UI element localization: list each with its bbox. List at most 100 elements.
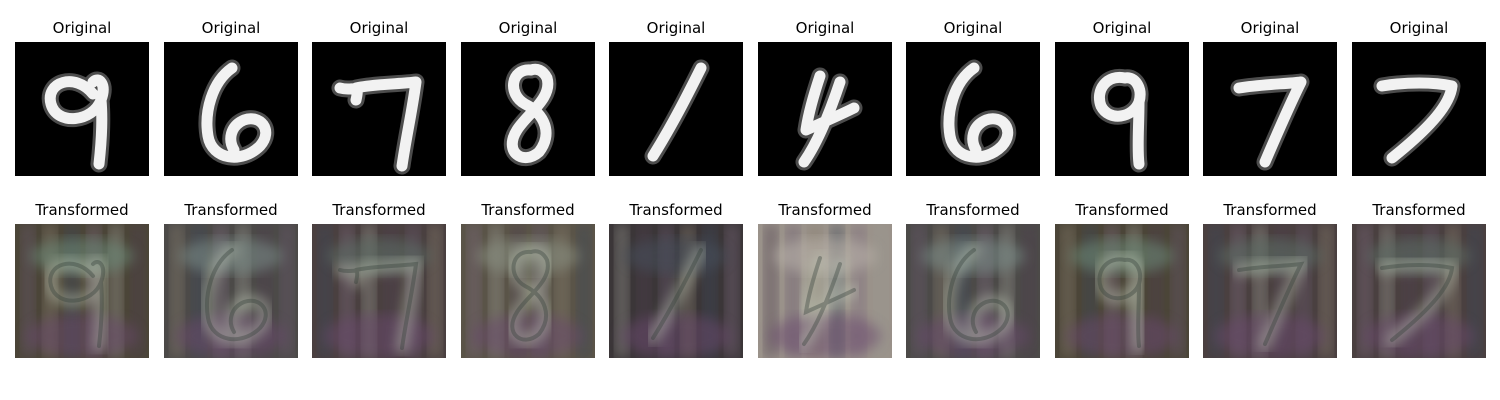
transformed-digit-image <box>609 224 743 358</box>
transformed-panel-title: Transformed <box>184 201 278 219</box>
original-digit-image <box>609 42 743 176</box>
image-background <box>1352 42 1486 176</box>
original-panel-title: Original <box>1240 19 1300 37</box>
blur-band <box>1319 224 1333 358</box>
color-haze <box>26 314 138 358</box>
color-haze <box>1363 314 1475 358</box>
transformed-panel-title: Transformed <box>35 201 129 219</box>
transformed-panel-title: Transformed <box>1075 201 1169 219</box>
original-panel-title: Original <box>943 19 1003 37</box>
digit-stroke <box>506 63 554 163</box>
transformed-digit-image <box>15 224 149 358</box>
original-panel-title: Original <box>646 19 706 37</box>
transformed-digit-image <box>1055 224 1189 358</box>
original-digit-image <box>758 42 892 176</box>
blur-band <box>428 224 442 358</box>
transformed-digit-image <box>1352 224 1486 358</box>
original-panel-title: Original <box>1092 19 1152 37</box>
original-image-frame <box>609 42 743 176</box>
color-haze <box>323 314 435 358</box>
transformed-panel-title: Transformed <box>778 201 872 219</box>
blur-band <box>725 224 739 358</box>
blur-band <box>1468 224 1482 358</box>
transformed-panel-title: Transformed <box>629 201 723 219</box>
digit-ghost <box>1093 253 1146 352</box>
digit-ghost-core <box>1237 261 1305 346</box>
original-row: Original Original Original Original Original… <box>0 18 1500 178</box>
transformed-panel-title: Transformed <box>332 201 426 219</box>
color-haze <box>1066 314 1178 358</box>
transformed-digit-image <box>906 224 1040 358</box>
color-haze <box>769 314 881 358</box>
transformed-digit-image <box>164 224 298 358</box>
transformed-panel-title: Transformed <box>1223 201 1317 219</box>
transformed-digit-image <box>758 224 892 358</box>
digit-stroke <box>798 70 860 168</box>
original-image-frame <box>906 42 1040 176</box>
digit-stroke <box>1233 76 1307 168</box>
transformed-image-frame <box>609 224 743 358</box>
original-digit-image <box>1352 42 1486 176</box>
transformed-image-frame <box>906 224 1040 358</box>
digit-stroke <box>334 76 422 172</box>
digit-stroke <box>647 62 707 162</box>
original-panel-title: Original <box>52 19 112 37</box>
digit-ghost-core <box>1380 263 1455 342</box>
digit-stroke <box>44 74 109 170</box>
original-image-frame <box>312 42 446 176</box>
digit-ghost-core <box>1097 257 1142 348</box>
digit-ghost <box>1233 256 1312 350</box>
transformed-image-frame <box>758 224 892 358</box>
original-digit-image <box>312 42 446 176</box>
original-image-frame <box>1203 42 1337 176</box>
digit-ghost-core <box>947 248 1010 342</box>
blur-band <box>577 224 591 358</box>
digit-ghost <box>334 257 423 354</box>
color-haze <box>620 314 732 358</box>
digit-ghost-core <box>338 261 419 350</box>
digit-stroke <box>943 62 1014 163</box>
transformed-image-frame <box>15 224 149 358</box>
original-image-frame <box>461 42 595 176</box>
original-image-frame <box>15 42 149 176</box>
original-panel-title: Original <box>201 19 261 37</box>
original-image-frame <box>1352 42 1486 176</box>
transformed-image-frame <box>1352 224 1486 358</box>
digit-ghost-core <box>205 248 268 342</box>
transformed-row: Transformed Transformed Transformed Transfo… <box>0 200 1500 360</box>
original-digit-image <box>1055 42 1189 176</box>
blur-band <box>131 224 145 358</box>
digit-stroke <box>201 62 272 163</box>
blur-band <box>1171 224 1185 358</box>
digit-stroke <box>1376 77 1458 164</box>
digit-ghost-core <box>510 249 550 342</box>
transformed-digit-image <box>312 224 446 358</box>
original-digit-image <box>461 42 595 176</box>
transformed-digit-image <box>1203 224 1337 358</box>
original-digit-image <box>906 42 1040 176</box>
digit-stroke <box>1094 71 1146 170</box>
blur-band <box>1022 224 1036 358</box>
transformed-image-frame <box>1203 224 1337 358</box>
transformed-digit-image <box>461 224 595 358</box>
original-digit-image <box>1203 42 1337 176</box>
digit-ghost <box>943 244 1014 346</box>
transformed-panel-title: Transformed <box>481 201 575 219</box>
color-haze <box>624 238 728 274</box>
digit-ghost <box>44 256 110 352</box>
original-panel-title: Original <box>349 19 409 37</box>
digit-ghost <box>798 252 860 350</box>
transformed-panel-title: Transformed <box>1372 201 1466 219</box>
blur-band <box>280 224 294 358</box>
original-digit-image <box>164 42 298 176</box>
digit-ghost-core <box>651 248 703 340</box>
transformed-panel-title: Transformed <box>926 201 1020 219</box>
original-image-frame <box>164 42 298 176</box>
original-panel-title: Original <box>795 19 855 37</box>
original-digit-image <box>15 42 149 176</box>
digit-ghost-core <box>802 256 856 346</box>
original-image-frame <box>758 42 892 176</box>
original-panel-title: Original <box>498 19 558 37</box>
digit-ghost <box>506 245 554 346</box>
digit-ghost-core <box>48 260 106 348</box>
